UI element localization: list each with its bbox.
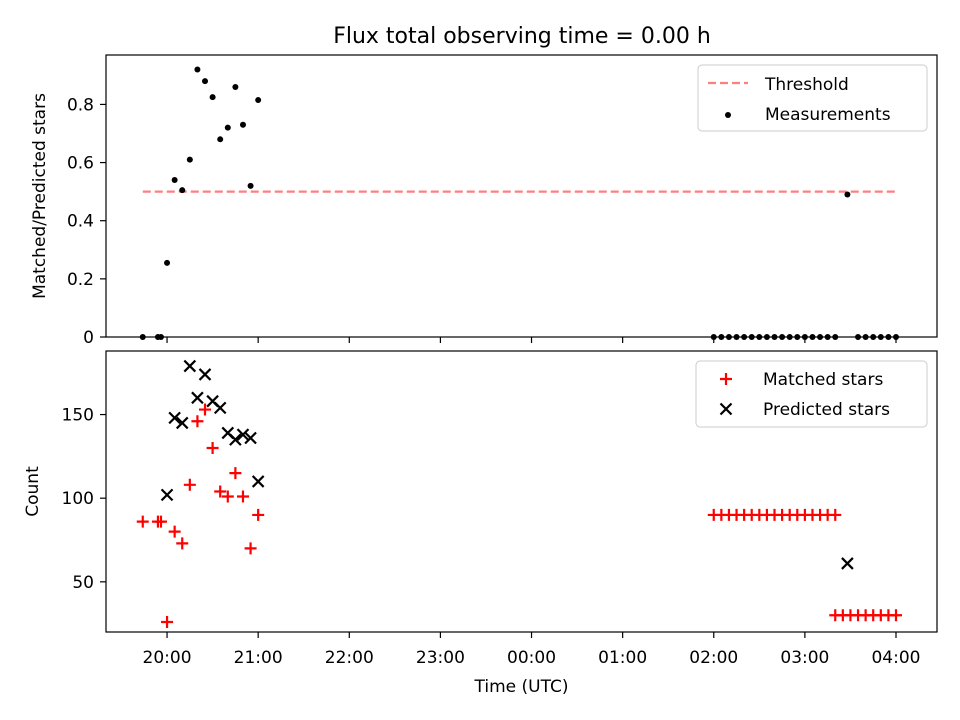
measurement-point (209, 94, 216, 101)
predicted-point (213, 401, 227, 415)
y-tick-label: 0.2 (67, 270, 94, 290)
measurement-point (224, 124, 231, 131)
legend-box (695, 360, 928, 428)
matched-point (889, 609, 902, 622)
legend-matched-swatch (720, 373, 732, 385)
x-tick-label: 20:00 (143, 648, 192, 668)
top-panel: 0 0.2 0.4 0.6 0.8 Matched/Predicted stars Thre… (30, 54, 938, 348)
predicted-point (229, 433, 242, 446)
measurement-point (255, 97, 262, 104)
x-tick-label: 03:00 (780, 648, 829, 668)
x-tick-label: 01:00 (598, 648, 647, 668)
matched-point (191, 415, 204, 428)
legend-matched-label: Matched stars (763, 370, 883, 390)
bottom-panel: 50 100 150 20:00 21:00 22:00 23:00 00:00 01:00 02… (23, 350, 938, 697)
x-tick-label: 02:00 (689, 648, 738, 668)
y-tick-label: 0.8 (67, 95, 94, 115)
measurement-point (179, 187, 186, 194)
measurement-point (194, 66, 201, 73)
measurement-point (164, 259, 171, 266)
y-tick-label: 0.6 (67, 154, 94, 174)
matched-point (168, 525, 181, 538)
matched-point (199, 403, 212, 416)
matched-point (229, 467, 242, 480)
predicted-point (244, 431, 257, 445)
predicted-point (198, 368, 212, 381)
x-tick-label: 04:00 (871, 648, 920, 668)
matched-point (206, 442, 219, 455)
legend-measurement-label: Measurements (765, 105, 891, 125)
predicted-point (160, 488, 174, 502)
measurement-point (239, 121, 246, 128)
chart-title: Flux total observing time = 0.00 h (333, 24, 711, 49)
legend-predicted-label: Predicted stars (763, 400, 890, 420)
matched-point (136, 515, 149, 528)
x-tick-label: 21:00 (234, 648, 283, 668)
predicted-point (191, 391, 204, 405)
y-tick-label: 150 (62, 406, 94, 426)
x-tick-label: 22:00 (325, 648, 374, 668)
legend-threshold-label: Threshold (764, 75, 849, 95)
y-tick-label: 0.4 (67, 212, 94, 232)
predicted-point (841, 557, 854, 570)
measurement-point (171, 177, 178, 184)
y-axis-label: Count (23, 466, 43, 517)
predicted-point (175, 416, 189, 430)
matched-point (244, 542, 257, 555)
bottom-legend: Matched stars Predicted stars (695, 360, 928, 428)
matched-point (829, 508, 842, 521)
predicted-point (251, 475, 265, 488)
matched-point (214, 485, 227, 498)
measurement-point (202, 78, 209, 85)
measurement-point (232, 83, 239, 90)
measurement-point (217, 136, 224, 143)
measurement-point (186, 156, 193, 163)
legend-measurement-swatch (725, 112, 731, 118)
matched-point (183, 478, 196, 491)
legend-box (697, 64, 928, 132)
y-axis-label: Matched/Predicted stars (30, 93, 50, 299)
predicted-point (183, 359, 197, 373)
predicted-point (236, 428, 250, 441)
top-axes-frame (105, 54, 938, 338)
y-tick-label: 0 (83, 328, 94, 348)
matched-point (252, 508, 265, 521)
measurement-point (247, 182, 254, 189)
y-tick-label: 100 (62, 489, 94, 509)
matched-point (221, 490, 234, 503)
matched-point (176, 537, 189, 550)
matched-point (236, 490, 249, 503)
x-tick-label: 00:00 (507, 648, 556, 668)
x-axis-label: Time (UTC) (474, 677, 569, 697)
y-tick-label: 50 (72, 573, 94, 593)
top-legend: Threshold Measurements (697, 64, 928, 132)
bottom-axes-frame (105, 350, 938, 633)
x-tick-label: 23:00 (416, 648, 465, 668)
matched-point (154, 515, 167, 528)
predicted-point (168, 411, 181, 425)
measurement-point (844, 191, 851, 198)
matched-point (161, 615, 174, 628)
legend-predicted-swatch (719, 402, 733, 416)
